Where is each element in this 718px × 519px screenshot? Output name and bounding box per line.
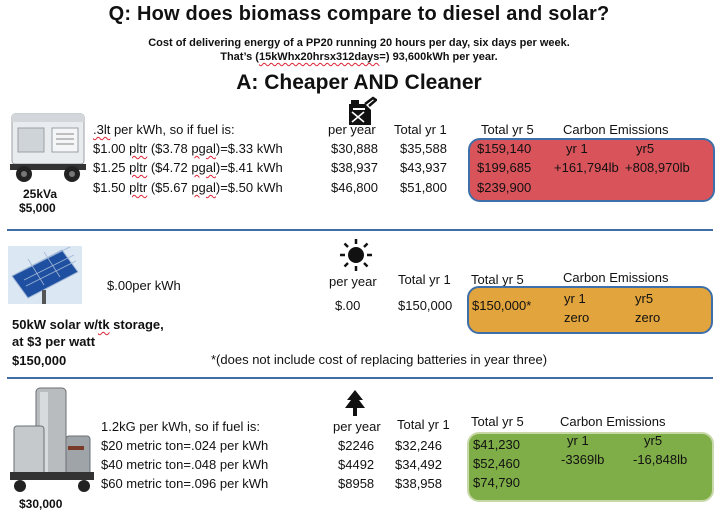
diesel-header-total-yr1: Total yr 1 [394, 122, 447, 137]
diesel-per-year-1: $30,888 [331, 141, 378, 156]
answer-heading: A: Cheaper AND Cleaner [236, 71, 482, 94]
diesel-results-box [468, 138, 715, 202]
diesel-carbon-yr1-label: yr 1 [566, 141, 588, 156]
fuel-can-icon [349, 96, 377, 125]
solar-header-total-yr5: Total yr 5 [471, 272, 524, 287]
biomass-per-year-2: $4492 [338, 457, 375, 472]
page-title: Q: How does biomass compare to diesel an… [108, 3, 610, 25]
solar-desc-1: 50kW solar w/tk storage, [12, 317, 164, 332]
sun-icon [340, 239, 372, 271]
solar-carbon-yr5-label: yr5 [635, 291, 654, 306]
diesel-price: $5,000 [19, 201, 56, 215]
solar-panel-image [8, 246, 82, 304]
solar-carbon-yr5: zero [635, 310, 661, 325]
solar-header-carbon: Carbon Emissions [563, 270, 669, 285]
biomass-header-total-yr5: Total yr 5 [471, 414, 524, 429]
solar-total-yr1: $150,000 [398, 298, 453, 313]
biomass-carbon-yr5: -16,848lb [633, 452, 688, 467]
biomass-per-year-3: $8958 [338, 476, 375, 491]
biomass-per-year-1: $2246 [338, 438, 375, 453]
biomass-carbon-yr5-label: yr5 [644, 433, 663, 448]
subtitle-line-2: That’s (15kWhx20hrsx312days=) 93,600kWh … [220, 51, 498, 63]
biomass-row-1: $20 metric ton=.024 per kWh [101, 438, 269, 453]
subtitle-line-1: Cost of delivering energy of a PP20 runn… [148, 37, 570, 49]
biomass-results-box [467, 432, 714, 502]
biomass-header-per-year: per year [333, 419, 381, 434]
divider-2 [7, 377, 713, 379]
diesel-per-year-3: $46,800 [331, 180, 378, 195]
biomass-total-yr5-1: $41,230 [473, 437, 520, 452]
diesel-intro: .3lt per kWh, so if fuel is: [93, 122, 235, 137]
biomass-price: $30,000 [19, 497, 63, 511]
diesel-total-yr1-1: $35,588 [400, 141, 447, 156]
biomass-row-2: $40 metric ton=.048 per kWh [101, 457, 269, 472]
diesel-row-3: $1.50 pltr ($5.67 pgal)=$.50 kWh [93, 180, 283, 195]
diesel-total-yr5-3: $239,900 [477, 180, 532, 195]
diesel-total-yr5-1: $159,140 [477, 141, 532, 156]
tree-icon [345, 390, 365, 416]
biomass-carbon-yr1: -3369lb [561, 452, 605, 467]
diesel-size: 25kVa [23, 187, 58, 201]
diesel-row-2: $1.25 pltr ($4.72 pgal)=$.41 kWh [93, 160, 283, 175]
solar-price: $150,000 [12, 353, 67, 368]
biomass-gasifier-image [10, 387, 94, 492]
solar-desc-2: at $3 per watt [12, 334, 96, 349]
solar-per-year: $.00 [335, 298, 361, 313]
biomass-row-3: $60 metric ton=.096 per kWh [101, 476, 269, 491]
diesel-carbon-yr5-label: yr5 [636, 141, 655, 156]
biomass-total-yr5-3: $74,790 [473, 475, 520, 490]
solar-note: *(does not include cost of replacing bat… [211, 352, 548, 367]
biomass-header-total-yr1: Total yr 1 [397, 417, 450, 432]
diesel-per-year-2: $38,937 [331, 160, 378, 175]
solar-header-total-yr1: Total yr 1 [398, 272, 451, 287]
solar-header-per-year: per year [329, 274, 377, 289]
diesel-header-total-yr5: Total yr 5 [481, 122, 534, 137]
solar-rate: $.00per kWh [107, 278, 181, 293]
diesel-header-per-year: per year [328, 122, 376, 137]
diesel-total-yr1-2: $43,937 [400, 160, 447, 175]
biomass-total-yr5-2: $52,460 [473, 456, 520, 471]
diesel-total-yr5-2: $199,685 [477, 160, 532, 175]
solar-total-yr5: $150,000* [472, 298, 532, 313]
biomass-intro: 1.2kG per kWh, so if fuel is: [101, 419, 260, 434]
biomass-total-yr1-2: $34,492 [395, 457, 442, 472]
diesel-generator-image [10, 113, 86, 182]
diesel-total-yr1-3: $51,800 [400, 180, 447, 195]
diesel-row-1: $1.00 pltr ($3.78 pgal)=$.33 kWh [93, 141, 283, 156]
divider-1 [7, 229, 713, 231]
biomass-header-carbon: Carbon Emissions [560, 414, 666, 429]
diesel-carbon-yr1: +161,794lb [554, 160, 619, 175]
diesel-carbon-yr5: +808,970lb [625, 160, 690, 175]
diesel-header-carbon: Carbon Emissions [563, 122, 669, 137]
biomass-total-yr1-3: $38,958 [395, 476, 442, 491]
solar-carbon-yr1-label: yr 1 [564, 291, 586, 306]
biomass-total-yr1-1: $32,246 [395, 438, 442, 453]
biomass-carbon-yr1-label: yr 1 [567, 433, 589, 448]
solar-carbon-yr1: zero [564, 310, 590, 325]
solar-results-box [467, 286, 713, 334]
